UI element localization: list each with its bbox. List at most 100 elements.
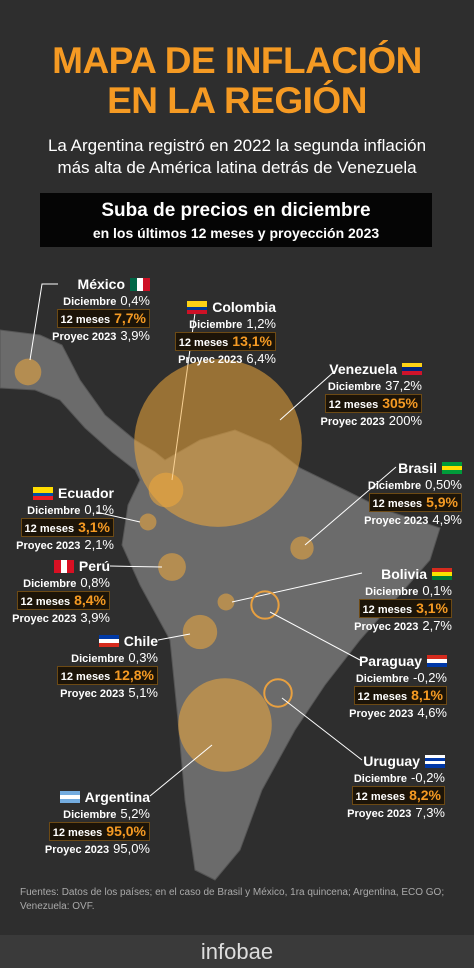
country-header: Venezuela xyxy=(262,360,422,378)
stat-row: 12 meses 95,0% xyxy=(48,822,150,841)
stat-row: Proyec 2023 7,3% xyxy=(285,805,445,821)
flag-stripe xyxy=(432,571,452,577)
flag-stripe xyxy=(427,654,447,659)
flag-stripe xyxy=(427,658,447,664)
flag-stripe xyxy=(187,303,208,307)
stat-row: Diciembre -0,2% xyxy=(287,670,447,686)
stat-value: -0,2% xyxy=(411,770,445,785)
stat-value: 5,1% xyxy=(128,685,158,700)
inflation-bubble xyxy=(217,593,235,611)
flag-stripe xyxy=(32,493,53,497)
stat-value: 0,50% xyxy=(425,477,462,492)
country-header: Ecuador xyxy=(0,484,114,502)
stat-value: 8,2% xyxy=(409,787,441,803)
leader-line xyxy=(269,611,361,661)
stat-label: 12 meses xyxy=(372,498,423,510)
stat-value: 1,2% xyxy=(246,316,276,331)
stat-value: 0,4% xyxy=(120,293,150,308)
stat-row: Proyec 2023 2,1% xyxy=(0,537,114,553)
stat-label: 12 meses xyxy=(52,827,103,839)
stat-label: 12 meses xyxy=(60,671,111,683)
stat-label: Diciembre xyxy=(355,673,410,685)
stat-value: 37,2% xyxy=(385,378,422,393)
country-name: Chile xyxy=(123,633,158,649)
stat-label: Diciembre xyxy=(63,809,117,821)
stat-row: Proyec 2023 95,0% xyxy=(0,841,150,857)
stat-value: 12,8% xyxy=(114,667,154,683)
stat-row: 12 meses 12,8% xyxy=(56,666,158,685)
flag-stripe xyxy=(130,277,137,291)
stat-label: Proyec 2023 xyxy=(12,613,77,625)
stat-label: Proyec 2023 xyxy=(60,688,125,700)
stat-label: 12 meses xyxy=(362,604,413,616)
country-block: Chile Diciembre 0,3% 12 meses 12,8% Proyec 20… xyxy=(0,632,158,701)
country-name: Bolivia xyxy=(381,566,427,582)
country-block: Ecuador Diciembre 0,1% 12 meses 3,1% Proyec 2… xyxy=(0,484,114,553)
stat-row: Proyec 2023 5,1% xyxy=(0,685,158,701)
country-header: Chile xyxy=(0,632,158,650)
stat-value: 8,1% xyxy=(411,687,443,703)
leader-line xyxy=(304,466,397,546)
stat-value: 5,9% xyxy=(426,494,458,510)
country-header: Argentina xyxy=(0,788,150,806)
flag-stripe xyxy=(442,470,462,475)
footnote: Venezuela: OVF. xyxy=(20,901,95,912)
stat-value: 6,4% xyxy=(246,351,276,366)
inflation-bubble xyxy=(263,678,293,708)
flag-stripe xyxy=(136,277,144,291)
stat-value: 4,9% xyxy=(432,512,462,527)
country-header: Bolivia xyxy=(292,565,452,583)
stat-value: 3,9% xyxy=(120,328,150,343)
stat-row: 12 meses 8,2% xyxy=(351,786,445,805)
leader-line xyxy=(279,369,337,421)
stat-label: Proyec 2023 xyxy=(52,331,117,343)
stat-row: Diciembre 37,2% xyxy=(262,378,422,394)
inflation-bubble xyxy=(134,359,302,527)
stat-label: 12 meses xyxy=(328,399,379,411)
stat-row: Proyec 2023 6,4% xyxy=(116,351,276,367)
stat-value: 0,1% xyxy=(422,583,452,598)
stat-row: Proyec 2023 3,9% xyxy=(0,328,150,344)
country-name: Uruguay xyxy=(363,753,420,769)
stat-value: 0,8% xyxy=(80,575,110,590)
flag-stripe xyxy=(425,757,445,761)
flag-stripe xyxy=(425,761,445,765)
stat-value: 200% xyxy=(388,413,422,428)
flag-stripe xyxy=(442,461,462,466)
stat-label: Proyec 2023 xyxy=(178,354,243,366)
stat-label: 12 meses xyxy=(24,523,75,535)
title: MAPA DE INFLACIÓN xyxy=(52,40,422,81)
stat-row: Diciembre 0,3% xyxy=(0,650,158,666)
inflation-bubble xyxy=(139,513,157,531)
country-block: México Diciembre 0,4% 12 meses 7,7% Proyec 20… xyxy=(0,275,151,344)
stat-label: Diciembre xyxy=(353,773,408,785)
flag-stripe xyxy=(425,754,445,758)
stat-value: -0,2% xyxy=(413,670,447,685)
stat-value: 95,0% xyxy=(113,841,150,856)
flag-stripe xyxy=(60,559,68,573)
flag-stripe xyxy=(427,663,447,668)
flag-stripe xyxy=(187,310,208,314)
flag xyxy=(130,277,151,291)
stat-value: 305% xyxy=(382,395,418,411)
country-name: Brasil xyxy=(398,460,437,476)
stat-label: Proyec 2023 xyxy=(44,844,110,856)
stat-label: Proyec 2023 xyxy=(349,708,414,720)
stat-row: 12 meses 8,4% xyxy=(16,591,110,610)
flag-stripe xyxy=(402,366,422,372)
inflation-bubble xyxy=(14,358,42,386)
stat-value: 13,1% xyxy=(232,333,272,349)
country-name: Colombia xyxy=(212,299,276,315)
stat-row: Diciembre -0,2% xyxy=(285,770,445,786)
inflation-bubble xyxy=(178,678,272,772)
stat-row: Diciembre 0,8% xyxy=(0,575,110,591)
stat-row: Diciembre 0,4% xyxy=(0,293,150,309)
country-block: Perú Diciembre 0,8% 12 meses 8,4% Proyec 2023… xyxy=(0,557,110,626)
flag xyxy=(442,461,462,475)
stat-label: Proyec 2023 xyxy=(347,808,412,820)
flag-stripe xyxy=(98,638,119,644)
flag-stripe xyxy=(98,643,119,648)
flag xyxy=(432,567,452,581)
stat-label: Diciembre xyxy=(63,296,117,308)
